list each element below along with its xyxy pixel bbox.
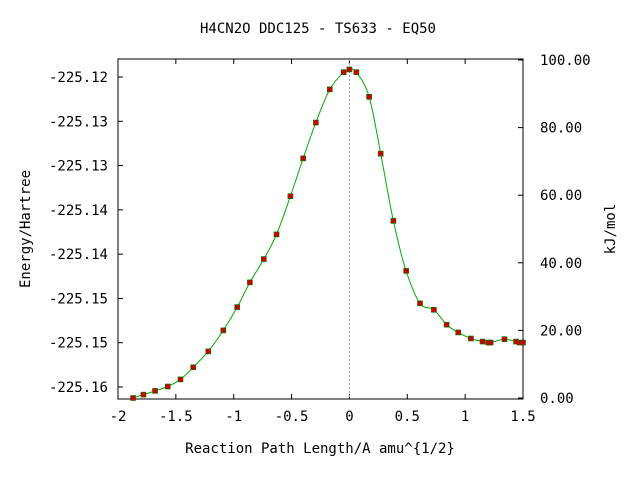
data-point bbox=[247, 279, 253, 286]
data-point bbox=[140, 391, 147, 398]
data-point bbox=[403, 268, 409, 274]
energy-curve bbox=[132, 68, 524, 399]
y2-tick-label: 0.00 bbox=[540, 391, 574, 407]
y-tick-label: -225.15 bbox=[49, 291, 108, 307]
chart-title: H4CN2O DDC125 - TS633 - EQ50 bbox=[200, 21, 436, 37]
x-tick-label: -1.5 bbox=[159, 409, 193, 425]
y2-tick-label: 20.00 bbox=[540, 323, 582, 339]
x-tick-label: -2 bbox=[110, 409, 127, 425]
data-point bbox=[234, 304, 240, 310]
data-point bbox=[443, 321, 450, 328]
x-tick-label: 0.5 bbox=[395, 409, 420, 425]
y-tick-label: -225.14 bbox=[49, 247, 108, 263]
data-point bbox=[273, 231, 280, 238]
data-point bbox=[260, 256, 267, 262]
y2-tick-label: 100.00 bbox=[540, 53, 591, 69]
data-point bbox=[300, 155, 306, 162]
data-point bbox=[431, 306, 437, 313]
data-point bbox=[346, 66, 353, 73]
x-tick-label: 1.5 bbox=[510, 409, 535, 425]
data-point bbox=[164, 383, 171, 390]
data-point bbox=[501, 336, 508, 342]
data-point bbox=[353, 69, 360, 75]
x-tick-label: -1 bbox=[225, 409, 242, 425]
y2-tick-label: 60.00 bbox=[540, 188, 582, 204]
data-point bbox=[390, 218, 397, 224]
plot-frame bbox=[117, 58, 524, 400]
y-axis-label-left: Energy/Hartree bbox=[18, 170, 34, 288]
data-point bbox=[130, 395, 136, 401]
data-point bbox=[455, 329, 462, 336]
data-point bbox=[313, 119, 319, 126]
y-tick-label: -225.15 bbox=[49, 336, 108, 352]
y-tick-label: -225.16 bbox=[49, 380, 108, 396]
data-point bbox=[152, 388, 158, 394]
data-point bbox=[366, 94, 372, 100]
x-tick-label: 1 bbox=[461, 409, 469, 425]
data-point bbox=[520, 339, 526, 346]
data-point bbox=[468, 335, 474, 342]
data-points bbox=[130, 66, 526, 401]
y2-tick-label: 80.00 bbox=[540, 121, 582, 137]
y2-tick-label: 40.00 bbox=[540, 256, 582, 272]
y-tick-label: -225.12 bbox=[49, 70, 108, 86]
data-point bbox=[326, 86, 333, 93]
data-point bbox=[205, 348, 212, 355]
data-point bbox=[340, 69, 347, 75]
data-point bbox=[377, 150, 384, 157]
data-point bbox=[190, 364, 197, 371]
data-point bbox=[479, 338, 486, 345]
y-axis-label-right: kJ/mol bbox=[603, 204, 619, 255]
x-axis-label: Reaction Path Length/A amu^{1/2} bbox=[185, 441, 455, 457]
data-point bbox=[177, 376, 184, 383]
y-tick-label: -225.13 bbox=[49, 159, 108, 175]
data-point bbox=[417, 300, 423, 307]
x-tick-label: 0 bbox=[345, 409, 353, 425]
x-tick-label: -0.5 bbox=[275, 409, 309, 425]
data-point bbox=[287, 193, 294, 200]
data-point bbox=[487, 339, 494, 346]
axes: -2 -1.5 -1 -0.5 0 0.5 1 1.5 0.00 20.00 40.00 60.00 8… bbox=[49, 53, 591, 425]
y-tick-label: -225.13 bbox=[49, 114, 108, 130]
data-point bbox=[220, 327, 227, 334]
y-tick-label: -225.14 bbox=[49, 203, 108, 219]
